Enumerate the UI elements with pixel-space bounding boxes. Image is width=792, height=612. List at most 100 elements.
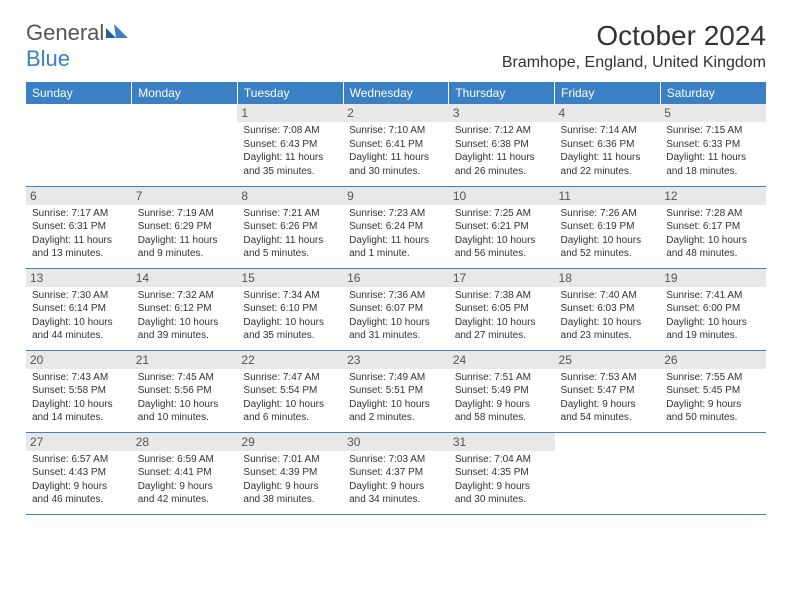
day-details: Sunrise: 7:21 AMSunset: 6:26 PMDaylight:… bbox=[243, 207, 337, 261]
day-number: 28 bbox=[132, 433, 238, 451]
day-details: Sunrise: 7:49 AMSunset: 5:51 PMDaylight:… bbox=[349, 371, 443, 425]
day-number: 15 bbox=[237, 269, 343, 287]
day-number: 18 bbox=[555, 269, 661, 287]
day-details: Sunrise: 7:19 AMSunset: 6:29 PMDaylight:… bbox=[138, 207, 232, 261]
calendar-day-cell: 12Sunrise: 7:28 AMSunset: 6:17 PMDayligh… bbox=[660, 186, 766, 268]
day-number: 27 bbox=[26, 433, 132, 451]
calendar-week-row: 13 Sunrise: 7:30 AMSunset: 6:14 PMDayligh… bbox=[26, 268, 766, 350]
calendar-day-cell: 19Sunrise: 7:41 AMSunset: 6:00 PMDayligh… bbox=[660, 268, 766, 350]
day-number: 16 bbox=[343, 269, 449, 287]
calendar-day-cell: 3Sunrise: 7:12 AMSunset: 6:38 PMDaylight… bbox=[449, 104, 555, 186]
day-details: Sunrise: 7:08 AMSunset: 6:43 PMDaylight:… bbox=[243, 124, 337, 178]
day-details: Sunrise: 7:26 AMSunset: 6:19 PMDaylight:… bbox=[561, 207, 655, 261]
day-number: 23 bbox=[343, 351, 449, 369]
calendar-week-row: 27 Sunrise: 6:57 AMSunset: 4:43 PMDayligh… bbox=[26, 432, 766, 514]
calendar-table: Sunday Monday Tuesday Wednesday Thursday… bbox=[26, 82, 766, 515]
day-number: 21 bbox=[132, 351, 238, 369]
weekday-header: Sunday bbox=[26, 82, 132, 104]
calendar-day-cell: 30 Sunrise: 7:03 AMSunset: 4:37 PMDayligh… bbox=[343, 432, 449, 514]
day-details: Sunrise: 7:51 AMSunset: 5:49 PMDaylight:… bbox=[455, 371, 549, 425]
calendar-day-cell bbox=[660, 432, 766, 514]
day-number: 17 bbox=[449, 269, 555, 287]
calendar-day-cell: 14 Sunrise: 7:32 AMSunset: 6:12 PMDayligh… bbox=[132, 268, 238, 350]
calendar-day-cell: 23 Sunrise: 7:49 AMSunset: 5:51 PMDayligh… bbox=[343, 350, 449, 432]
calendar-day-cell: 24 Sunrise: 7:51 AMSunset: 5:49 PMDayligh… bbox=[449, 350, 555, 432]
weekday-header: Tuesday bbox=[237, 82, 343, 104]
day-details: Sunrise: 6:59 AMSunset: 4:41 PMDaylight:… bbox=[138, 453, 232, 507]
weekday-header-row: Sunday Monday Tuesday Wednesday Thursday… bbox=[26, 82, 766, 104]
calendar-day-cell: 13 Sunrise: 7:30 AMSunset: 6:14 PMDayligh… bbox=[26, 268, 132, 350]
day-number: 6 bbox=[26, 187, 132, 205]
day-details: Sunrise: 7:32 AMSunset: 6:12 PMDaylight:… bbox=[138, 289, 232, 343]
day-number: 22 bbox=[237, 351, 343, 369]
day-number: 1 bbox=[237, 104, 343, 122]
day-details: Sunrise: 7:15 AMSunset: 6:33 PMDaylight:… bbox=[666, 124, 760, 178]
day-details: Sunrise: 7:01 AMSunset: 4:39 PMDaylight:… bbox=[243, 453, 337, 507]
calendar-day-cell bbox=[555, 432, 661, 514]
calendar-day-cell: 17 Sunrise: 7:38 AMSunset: 6:05 PMDayligh… bbox=[449, 268, 555, 350]
day-number: 2 bbox=[343, 104, 449, 122]
calendar-day-cell: 11Sunrise: 7:26 AMSunset: 6:19 PMDayligh… bbox=[555, 186, 661, 268]
day-number: 31 bbox=[449, 433, 555, 451]
day-details: Sunrise: 7:03 AMSunset: 4:37 PMDaylight:… bbox=[349, 453, 443, 507]
logo-text-2: Blue bbox=[26, 46, 70, 71]
location: Bramhope, England, United Kingdom bbox=[502, 54, 766, 72]
day-details: Sunrise: 7:30 AMSunset: 6:14 PMDaylight:… bbox=[32, 289, 126, 343]
day-details: Sunrise: 7:43 AMSunset: 5:58 PMDaylight:… bbox=[32, 371, 126, 425]
day-number: 26 bbox=[660, 351, 766, 369]
day-details: Sunrise: 7:38 AMSunset: 6:05 PMDaylight:… bbox=[455, 289, 549, 343]
day-details: Sunrise: 7:28 AMSunset: 6:17 PMDaylight:… bbox=[666, 207, 760, 261]
day-number: 8 bbox=[237, 187, 343, 205]
logo-text-1: General bbox=[26, 20, 104, 45]
calendar-day-cell: 4Sunrise: 7:14 AMSunset: 6:36 PMDaylight… bbox=[555, 104, 661, 186]
day-number: 20 bbox=[26, 351, 132, 369]
day-number: 24 bbox=[449, 351, 555, 369]
day-details: Sunrise: 7:17 AMSunset: 6:31 PMDaylight:… bbox=[32, 207, 126, 261]
calendar-day-cell: 8 Sunrise: 7:21 AMSunset: 6:26 PMDaylight… bbox=[237, 186, 343, 268]
calendar-day-cell bbox=[132, 104, 238, 186]
weekday-header: Saturday bbox=[660, 82, 766, 104]
day-number: 10 bbox=[449, 187, 555, 205]
calendar-day-cell: 20 Sunrise: 7:43 AMSunset: 5:58 PMDayligh… bbox=[26, 350, 132, 432]
day-number: 25 bbox=[555, 351, 661, 369]
calendar-day-cell: 18 Sunrise: 7:40 AMSunset: 6:03 PMDayligh… bbox=[555, 268, 661, 350]
calendar-day-cell: 21 Sunrise: 7:45 AMSunset: 5:56 PMDayligh… bbox=[132, 350, 238, 432]
weekday-header: Wednesday bbox=[343, 82, 449, 104]
calendar-day-cell: 7 Sunrise: 7:19 AMSunset: 6:29 PMDaylight… bbox=[132, 186, 238, 268]
day-number: 30 bbox=[343, 433, 449, 451]
day-details: Sunrise: 7:23 AMSunset: 6:24 PMDaylight:… bbox=[349, 207, 443, 261]
calendar-day-cell: 5Sunrise: 7:15 AMSunset: 6:33 PMDaylight… bbox=[660, 104, 766, 186]
day-details: Sunrise: 7:40 AMSunset: 6:03 PMDaylight:… bbox=[561, 289, 655, 343]
logo: GeneralBlue bbox=[26, 20, 128, 72]
title-block: October 2024 Bramhope, England, United K… bbox=[502, 20, 766, 72]
calendar-day-cell: 27 Sunrise: 6:57 AMSunset: 4:43 PMDayligh… bbox=[26, 432, 132, 514]
calendar-day-cell: 9 Sunrise: 7:23 AMSunset: 6:24 PMDaylight… bbox=[343, 186, 449, 268]
day-number: 3 bbox=[449, 104, 555, 122]
calendar-day-cell: 2 Sunrise: 7:10 AMSunset: 6:41 PMDaylight… bbox=[343, 104, 449, 186]
day-details: Sunrise: 7:04 AMSunset: 4:35 PMDaylight:… bbox=[455, 453, 549, 507]
calendar-day-cell: 16 Sunrise: 7:36 AMSunset: 6:07 PMDayligh… bbox=[343, 268, 449, 350]
day-number: 9 bbox=[343, 187, 449, 205]
calendar-day-cell bbox=[26, 104, 132, 186]
day-details: Sunrise: 7:41 AMSunset: 6:00 PMDaylight:… bbox=[666, 289, 760, 343]
day-number: 13 bbox=[26, 269, 132, 287]
day-details: Sunrise: 7:47 AMSunset: 5:54 PMDaylight:… bbox=[243, 371, 337, 425]
day-number: 29 bbox=[237, 433, 343, 451]
day-details: Sunrise: 7:45 AMSunset: 5:56 PMDaylight:… bbox=[138, 371, 232, 425]
calendar-week-row: 6 Sunrise: 7:17 AMSunset: 6:31 PMDaylight… bbox=[26, 186, 766, 268]
day-details: Sunrise: 7:53 AMSunset: 5:47 PMDaylight:… bbox=[561, 371, 655, 425]
calendar-day-cell: 31 Sunrise: 7:04 AMSunset: 4:35 PMDayligh… bbox=[449, 432, 555, 514]
day-number: 7 bbox=[132, 187, 238, 205]
day-number: 14 bbox=[132, 269, 238, 287]
day-details: Sunrise: 6:57 AMSunset: 4:43 PMDaylight:… bbox=[32, 453, 126, 507]
weekday-header: Monday bbox=[132, 82, 238, 104]
calendar-day-cell: 10Sunrise: 7:25 AMSunset: 6:21 PMDayligh… bbox=[449, 186, 555, 268]
weekday-header: Friday bbox=[555, 82, 661, 104]
day-details: Sunrise: 7:14 AMSunset: 6:36 PMDaylight:… bbox=[561, 124, 655, 178]
calendar-day-cell: 15Sunrise: 7:34 AMSunset: 6:10 PMDayligh… bbox=[237, 268, 343, 350]
calendar-day-cell: 25 Sunrise: 7:53 AMSunset: 5:47 PMDayligh… bbox=[555, 350, 661, 432]
calendar-day-cell: 1 Sunrise: 7:08 AMSunset: 6:43 PMDaylight… bbox=[237, 104, 343, 186]
month-title: October 2024 bbox=[502, 20, 766, 52]
day-details: Sunrise: 7:10 AMSunset: 6:41 PMDaylight:… bbox=[349, 124, 443, 178]
day-details: Sunrise: 7:36 AMSunset: 6:07 PMDaylight:… bbox=[349, 289, 443, 343]
